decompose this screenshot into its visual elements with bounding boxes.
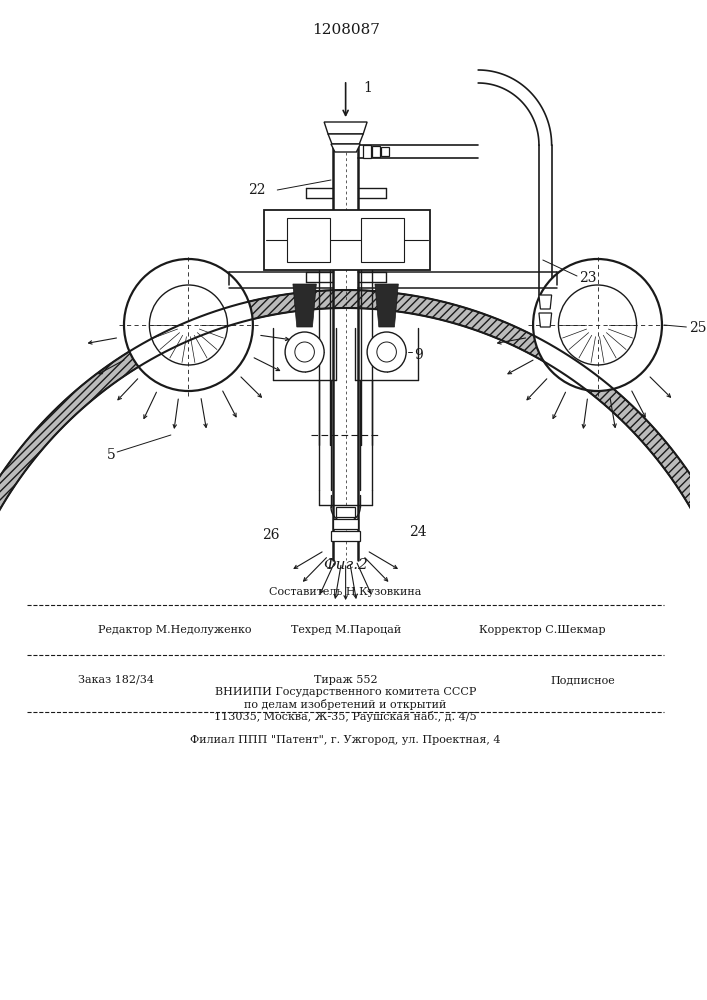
Polygon shape [328, 134, 363, 144]
Polygon shape [375, 284, 398, 327]
Text: 1: 1 [363, 81, 372, 95]
Text: Фиг.2: Фиг.2 [323, 558, 368, 572]
Polygon shape [539, 295, 551, 309]
Text: Филиал ППП "Патент", г. Ужгород, ул. Проектная, 4: Филиал ППП "Патент", г. Ужгород, ул. Про… [190, 735, 501, 745]
Text: ВНИИПИ Государственного комитета СССР: ВНИИПИ Государственного комитета СССР [215, 687, 477, 697]
Bar [381, 147, 389, 156]
Text: 113035, Москва, Ж-35, Раушская наб., д. 4/5: 113035, Москва, Ж-35, Раушская наб., д. … [214, 710, 477, 722]
Circle shape [367, 332, 406, 372]
Text: 1208087: 1208087 [312, 23, 380, 37]
Text: Корректор С.Шекмар: Корректор С.Шекмар [479, 625, 605, 635]
Bar [336, 507, 356, 517]
Bar [287, 218, 330, 262]
Polygon shape [0, 290, 707, 546]
Bar [334, 519, 358, 529]
Text: Составитель Н.Кузовкина: Составитель Н.Кузовкина [269, 587, 422, 597]
Text: 24: 24 [409, 525, 427, 539]
Circle shape [124, 259, 253, 391]
Polygon shape [539, 313, 551, 327]
Bar [264, 210, 430, 270]
Bar [372, 146, 380, 157]
Text: Техред М.Пароцай: Техред М.Пароцай [291, 625, 401, 635]
Text: 25: 25 [689, 321, 707, 335]
Circle shape [285, 332, 324, 372]
Text: 5: 5 [107, 448, 115, 462]
Polygon shape [324, 122, 367, 134]
Text: Заказ 182/34: Заказ 182/34 [78, 675, 154, 685]
Polygon shape [331, 144, 361, 152]
Bar [363, 145, 371, 158]
Bar [331, 531, 361, 541]
Text: 9: 9 [414, 348, 423, 362]
Text: 26: 26 [262, 528, 279, 542]
Circle shape [533, 259, 662, 391]
Text: Редактор М.Недолуженко: Редактор М.Недолуженко [98, 625, 251, 635]
Text: Тираж 552: Тираж 552 [314, 675, 378, 685]
Text: по делам изобретений и открытий: по делам изобретений и открытий [245, 698, 447, 710]
Bar [361, 218, 404, 262]
Polygon shape [293, 284, 316, 327]
Text: 23: 23 [579, 271, 597, 285]
Text: Подписное: Подписное [550, 675, 615, 685]
Text: 22: 22 [248, 183, 266, 197]
